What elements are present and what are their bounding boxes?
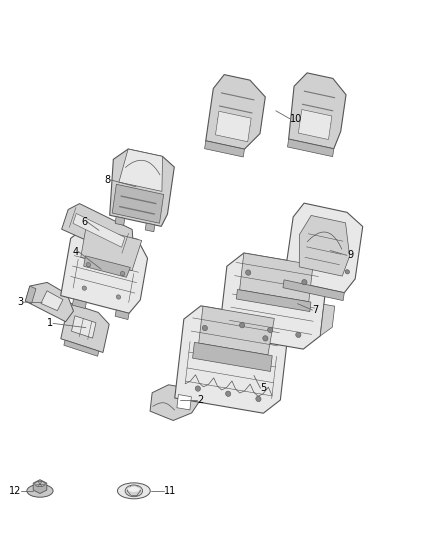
Polygon shape <box>320 304 335 336</box>
Polygon shape <box>298 109 332 140</box>
Polygon shape <box>237 289 311 312</box>
Ellipse shape <box>246 270 251 275</box>
Ellipse shape <box>35 481 45 487</box>
Ellipse shape <box>202 325 208 330</box>
Polygon shape <box>112 184 164 223</box>
Polygon shape <box>81 226 142 271</box>
Polygon shape <box>205 141 244 157</box>
Polygon shape <box>199 306 274 355</box>
Polygon shape <box>283 280 344 301</box>
Polygon shape <box>71 316 96 338</box>
Text: 4: 4 <box>72 247 78 256</box>
Polygon shape <box>206 75 265 149</box>
Ellipse shape <box>125 485 143 497</box>
Ellipse shape <box>82 286 86 290</box>
Polygon shape <box>287 139 334 157</box>
Ellipse shape <box>302 279 307 285</box>
Polygon shape <box>177 394 191 410</box>
Ellipse shape <box>268 327 273 333</box>
Ellipse shape <box>120 271 125 276</box>
Polygon shape <box>115 310 129 320</box>
Polygon shape <box>219 253 326 349</box>
Polygon shape <box>72 299 86 309</box>
Polygon shape <box>61 303 109 352</box>
Ellipse shape <box>226 391 231 397</box>
Ellipse shape <box>86 263 91 267</box>
Polygon shape <box>41 291 63 311</box>
Polygon shape <box>175 306 288 413</box>
Ellipse shape <box>296 332 301 337</box>
Polygon shape <box>150 385 200 421</box>
Polygon shape <box>61 226 148 313</box>
Ellipse shape <box>240 322 245 328</box>
Polygon shape <box>73 214 125 247</box>
Polygon shape <box>284 203 363 293</box>
Ellipse shape <box>345 270 350 274</box>
Text: 10: 10 <box>290 114 302 124</box>
Polygon shape <box>25 282 74 322</box>
Text: 5: 5 <box>261 383 267 393</box>
Polygon shape <box>33 480 47 494</box>
Text: 1: 1 <box>47 318 53 328</box>
Ellipse shape <box>27 484 53 497</box>
Polygon shape <box>119 149 162 191</box>
Text: 8: 8 <box>105 175 111 185</box>
Text: 6: 6 <box>81 217 87 227</box>
Polygon shape <box>240 253 313 302</box>
Polygon shape <box>84 256 131 277</box>
Polygon shape <box>25 286 36 304</box>
Ellipse shape <box>256 396 261 401</box>
Polygon shape <box>145 223 155 232</box>
Ellipse shape <box>128 487 140 492</box>
Text: 9: 9 <box>347 251 353 260</box>
Ellipse shape <box>117 483 150 499</box>
Ellipse shape <box>263 336 268 341</box>
Text: 7: 7 <box>312 305 319 315</box>
Polygon shape <box>193 342 272 372</box>
Polygon shape <box>64 340 99 356</box>
Polygon shape <box>289 73 346 149</box>
Polygon shape <box>62 204 133 259</box>
Polygon shape <box>115 216 125 225</box>
Text: 11: 11 <box>164 486 177 496</box>
Polygon shape <box>215 111 251 142</box>
Text: 2: 2 <box>197 395 203 406</box>
Text: 12: 12 <box>9 486 21 496</box>
Text: 3: 3 <box>17 297 23 307</box>
Polygon shape <box>299 215 350 276</box>
Polygon shape <box>110 149 174 227</box>
Ellipse shape <box>117 295 120 299</box>
Ellipse shape <box>195 386 201 391</box>
